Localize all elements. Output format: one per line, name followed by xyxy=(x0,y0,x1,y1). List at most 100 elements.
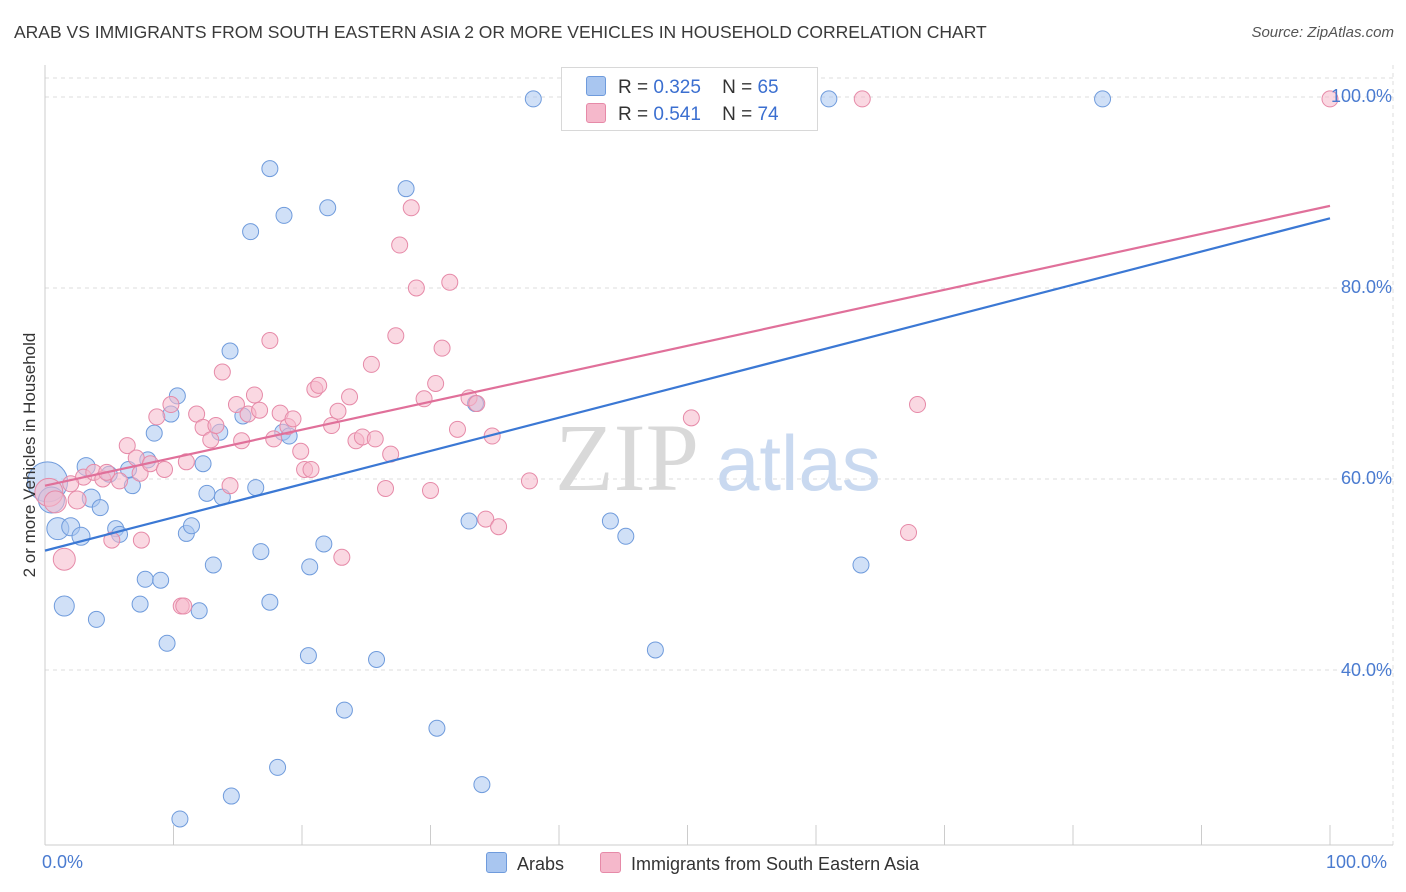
sea-point-21 xyxy=(202,431,220,449)
arabs-point-16 xyxy=(136,570,154,588)
arabs-point-23 xyxy=(171,810,189,828)
arabs-point-36 xyxy=(247,479,265,497)
arabs-point-57 xyxy=(617,527,635,545)
arabs-point-39 xyxy=(261,160,279,178)
arabs-point-25 xyxy=(182,517,200,535)
sea-point-30 xyxy=(261,332,279,350)
sea-point-9 xyxy=(118,437,136,455)
sea-point-47 xyxy=(377,480,395,498)
sea-point-38 xyxy=(310,376,328,394)
arabs-legend-label: Arabs xyxy=(517,854,565,874)
sea-point-52 xyxy=(407,279,425,297)
sea-point-15 xyxy=(156,460,174,478)
sea-point-70 xyxy=(175,597,193,615)
sea-point-65 xyxy=(682,409,700,427)
arabs-point-45 xyxy=(301,558,319,576)
arabs-point-15 xyxy=(131,595,149,613)
arabs-point-8 xyxy=(87,610,105,628)
n-label: N = xyxy=(722,77,753,98)
arabs-point-32 xyxy=(221,342,239,360)
sea-point-63 xyxy=(490,518,508,536)
arabs-point-33 xyxy=(222,787,240,805)
sea-point-50 xyxy=(391,236,409,254)
sea-point-14 xyxy=(148,408,166,426)
y-tick-100: 100.0% xyxy=(1330,86,1392,106)
r-label: R = xyxy=(618,77,649,98)
sea-swatch xyxy=(586,103,606,123)
watermark-atlas: atlas xyxy=(716,419,881,507)
sea-point-40 xyxy=(329,402,347,420)
sea-point-12 xyxy=(132,531,150,549)
arabs-point-44 xyxy=(299,647,317,665)
sea-point-22 xyxy=(207,417,225,435)
stats-legend: R = 0.325 N = 65 R = 0.541 N = 74 xyxy=(561,67,818,131)
axes xyxy=(44,65,1393,846)
sea-point-24 xyxy=(221,477,239,495)
sea-point-29 xyxy=(251,401,269,419)
legend-row-sea: R = 0.541 N = 74 xyxy=(586,103,779,126)
x-tick-100: 100.0% xyxy=(1326,852,1388,872)
sea-point-35 xyxy=(292,442,310,460)
arabs-swatch xyxy=(586,76,606,96)
arabs-point-19 xyxy=(152,571,170,589)
y-tick-60: 60.0% xyxy=(1340,468,1392,488)
n-label: N = xyxy=(722,104,753,125)
sea-point-8 xyxy=(111,472,129,490)
arabs-point-54 xyxy=(473,776,491,794)
sea-point-3 xyxy=(67,490,87,510)
arabs-point-18 xyxy=(145,424,163,442)
legend-row-arabs: R = 0.325 N = 65 xyxy=(586,76,779,99)
arabs-point-61 xyxy=(820,90,838,108)
sea-point-69 xyxy=(1321,90,1339,108)
arabs-point-50 xyxy=(397,180,415,198)
x-tick-0: 0.0% xyxy=(42,852,84,872)
arabs-point-40 xyxy=(269,758,287,776)
y-axis-label: 2 or more Vehicles in Household xyxy=(20,332,39,578)
sea-point-73 xyxy=(302,460,320,478)
sea-point-23 xyxy=(213,363,231,381)
r-label: R = xyxy=(618,104,649,125)
sea-point-64 xyxy=(520,472,538,490)
chart-title: ARAB VS IMMIGRANTS FROM SOUTH EASTERN AS… xyxy=(14,22,987,42)
sea-point-60 xyxy=(468,395,486,413)
sea-r-value: 0.541 xyxy=(653,104,701,125)
arabs-point-62 xyxy=(1094,90,1112,108)
sea-point-49 xyxy=(387,327,405,345)
sea-point-1 xyxy=(43,490,67,514)
sea-point-55 xyxy=(427,375,445,392)
arabs-point-37 xyxy=(252,543,270,561)
sea-legend-swatch xyxy=(600,852,621,873)
sea-point-31 xyxy=(265,430,283,448)
bottom-legend-arabs: Arabs xyxy=(486,852,564,875)
arabs-point-56 xyxy=(601,512,619,530)
sea-point-61 xyxy=(477,510,495,528)
arabs-point-9 xyxy=(91,499,109,517)
arabs-legend-swatch xyxy=(486,852,507,873)
arabs-point-59 xyxy=(852,556,870,574)
sea-point-57 xyxy=(441,273,459,291)
arabs-point-27 xyxy=(194,455,212,473)
sea-point-2 xyxy=(52,547,76,571)
grid-lines xyxy=(45,65,1394,845)
sea-point-7 xyxy=(103,531,121,549)
y-tick-40: 40.0% xyxy=(1340,660,1392,680)
arabs-point-3 xyxy=(53,595,75,617)
arabs-trend-line xyxy=(44,217,1331,552)
sea-point-51 xyxy=(402,199,420,217)
source-credit: Source: ZipAtlas.com xyxy=(1251,24,1394,41)
sea-point-41 xyxy=(333,548,351,566)
sea-trend-line xyxy=(44,204,1331,487)
arabs-point-51 xyxy=(428,719,446,737)
sea-n-value: 74 xyxy=(757,104,779,125)
arabs-point-55 xyxy=(524,90,542,108)
sea-point-58 xyxy=(448,420,466,438)
arabs-point-38 xyxy=(261,593,279,611)
arabs-point-20 xyxy=(158,634,176,652)
watermark: ZIP atlas xyxy=(555,404,881,511)
arabs-point-58 xyxy=(646,641,664,659)
sea-point-54 xyxy=(422,481,439,499)
sea-point-25 xyxy=(227,396,245,414)
arabs-point-48 xyxy=(335,701,353,719)
sea-points xyxy=(34,90,1339,615)
